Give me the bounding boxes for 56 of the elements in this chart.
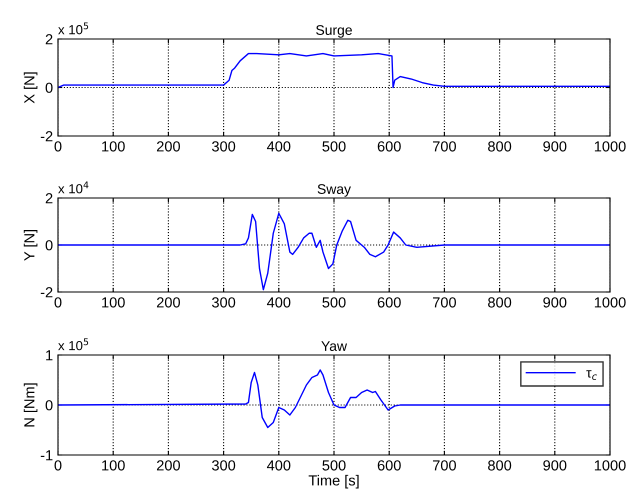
text: x 10$^{5}$: [58, 338, 88, 350]
chart-title: Surge: [316, 25, 352, 38]
x-tick-label: 300: [212, 297, 236, 308]
x-tick-label: 500: [322, 460, 346, 471]
x-tick-label: 1000: [594, 141, 626, 152]
y-tick-label: 2: [46, 193, 52, 204]
x-tick-label: 600: [378, 297, 401, 308]
line-series: [58, 369, 610, 428]
x-tick-label: 400: [266, 297, 290, 308]
y-tick-label: 0: [46, 82, 53, 93]
x-tick-label: 800: [488, 460, 512, 471]
x-tick-label: 1000: [594, 460, 626, 471]
line-series: [58, 212, 610, 290]
x-tick-label: 1000: [594, 297, 626, 308]
line-series: [58, 52, 610, 88]
y-tick-label: -2: [40, 287, 52, 298]
chart-title: Yaw: [321, 341, 348, 351]
x-tick-label: 900: [543, 141, 566, 152]
x-tick-label: 0: [54, 460, 62, 471]
x-tick-label: 100: [102, 297, 125, 308]
y-tick-label: 0: [46, 240, 53, 250]
y-tick-label: 2: [46, 34, 52, 44]
x-tick-label: 900: [543, 297, 566, 308]
x-tick-label: 200: [156, 297, 180, 308]
x-tick-label: 100: [102, 460, 125, 471]
x-tick-label: 0: [54, 297, 62, 308]
text: x 10$^{4}$: [58, 182, 88, 194]
text: x 10$^{5}$: [58, 22, 88, 34]
x-tick-label: 600: [378, 141, 401, 152]
y-axis-title: X [N]: [24, 72, 38, 104]
x-tick-label: 700: [432, 141, 456, 152]
x-tick-label: 0: [54, 141, 62, 152]
chart-title: Sway: [318, 184, 351, 197]
x-tick-label: 200: [156, 141, 180, 152]
x-tick-label: 300: [212, 141, 236, 152]
y-tick-label: -2: [40, 131, 52, 142]
x-tick-label: 700: [432, 297, 456, 308]
x-tick-label: 300: [212, 460, 236, 471]
y-axis-title: Y [N]: [24, 230, 38, 261]
x-tick-label: 900: [543, 460, 566, 471]
x-tick-label: 700: [432, 460, 456, 471]
x-axis-title: Time [s]: [308, 474, 359, 488]
x-tick-label: 800: [488, 297, 512, 308]
x-tick-label: 500: [322, 297, 346, 308]
x-tick-label: 500: [322, 141, 346, 152]
x-tick-label: 100: [102, 141, 125, 152]
y-tick-label: 0: [46, 400, 53, 410]
x-tick-label: 200: [156, 460, 180, 471]
x-tick-label: 600: [378, 460, 401, 471]
x-tick-label: 400: [266, 460, 290, 471]
y-tick-label: -1: [40, 450, 52, 460]
x-tick-label: 400: [266, 141, 290, 152]
legend-label: τ$_{c}$: [586, 370, 597, 380]
y-axis-title: N [Nm]: [24, 383, 38, 426]
y-tick-label: 1: [46, 350, 52, 360]
x-tick-label: 800: [488, 141, 512, 152]
